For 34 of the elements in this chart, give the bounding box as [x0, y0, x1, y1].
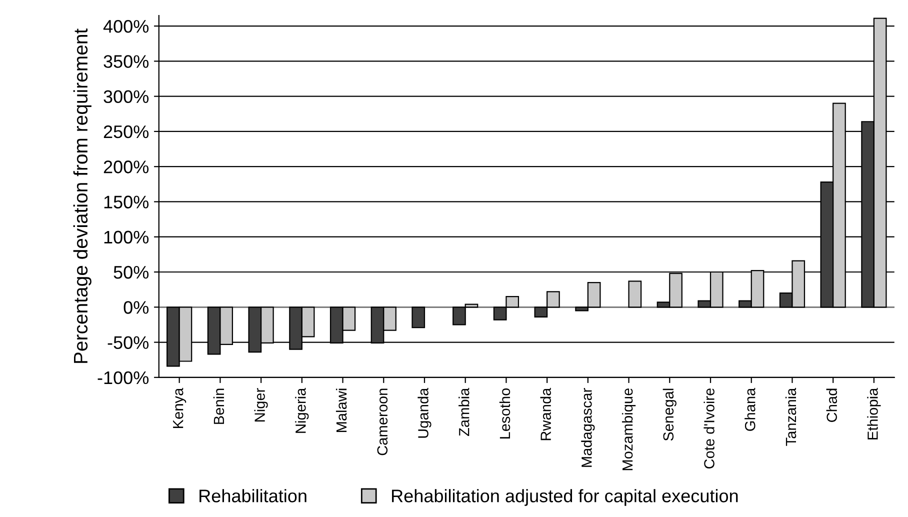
- x-tick-label: Chad: [826, 388, 838, 422]
- y-tick-label: 50%: [114, 266, 149, 279]
- x-tick-label: Rwanda: [540, 388, 551, 440]
- y-tick-label: 0%: [124, 301, 149, 314]
- legend-label: Rehabilitation: [200, 489, 306, 502]
- x-tick-label: Benin: [213, 388, 224, 424]
- y-tick-label: 350%: [104, 55, 149, 68]
- y-tick-label: 150%: [104, 196, 149, 208]
- x-tick-label: Ghana: [744, 388, 756, 431]
- x-tick-label: Malawi: [336, 388, 347, 432]
- x-tick-label: Tanzania: [785, 388, 796, 446]
- y-tick-label: 100%: [104, 230, 149, 244]
- y-tick-label: 200%: [104, 160, 149, 174]
- y-tick-label: 300%: [104, 90, 149, 104]
- x-tick-label: Niger: [254, 388, 268, 422]
- y-tick-label: 400%: [103, 20, 149, 33]
- x-tick-label: Madagascar: [581, 388, 595, 467]
- x-tick-label: Nigeria: [295, 388, 309, 433]
- x-tick-label: Ethiopia: [867, 388, 881, 440]
- bar: [628, 280, 642, 308]
- x-tick-label: Cameroon: [377, 388, 388, 456]
- x-tick-label: Senegal: [662, 388, 676, 441]
- y-axis-title: Percentage deviation from requirement: [73, 28, 92, 363]
- x-tick-label: Mozambique: [622, 388, 636, 470]
- legend-label: Rehabilitation adjusted for capital execution: [392, 489, 738, 506]
- x-tick-label: Lesotho: [499, 388, 510, 439]
- x-tick-label: Zambia: [458, 388, 470, 436]
- y-tick-label: -100%: [98, 371, 149, 384]
- x-tick-label: Cote d'Ivoire: [704, 388, 714, 468]
- x-tick-label: Kenya: [173, 388, 186, 428]
- x-tick-label: Uganda: [418, 388, 432, 438]
- y-tick-label: 250%: [104, 125, 149, 138]
- bar: [412, 306, 426, 328]
- y-tick-label: -50%: [108, 336, 149, 349]
